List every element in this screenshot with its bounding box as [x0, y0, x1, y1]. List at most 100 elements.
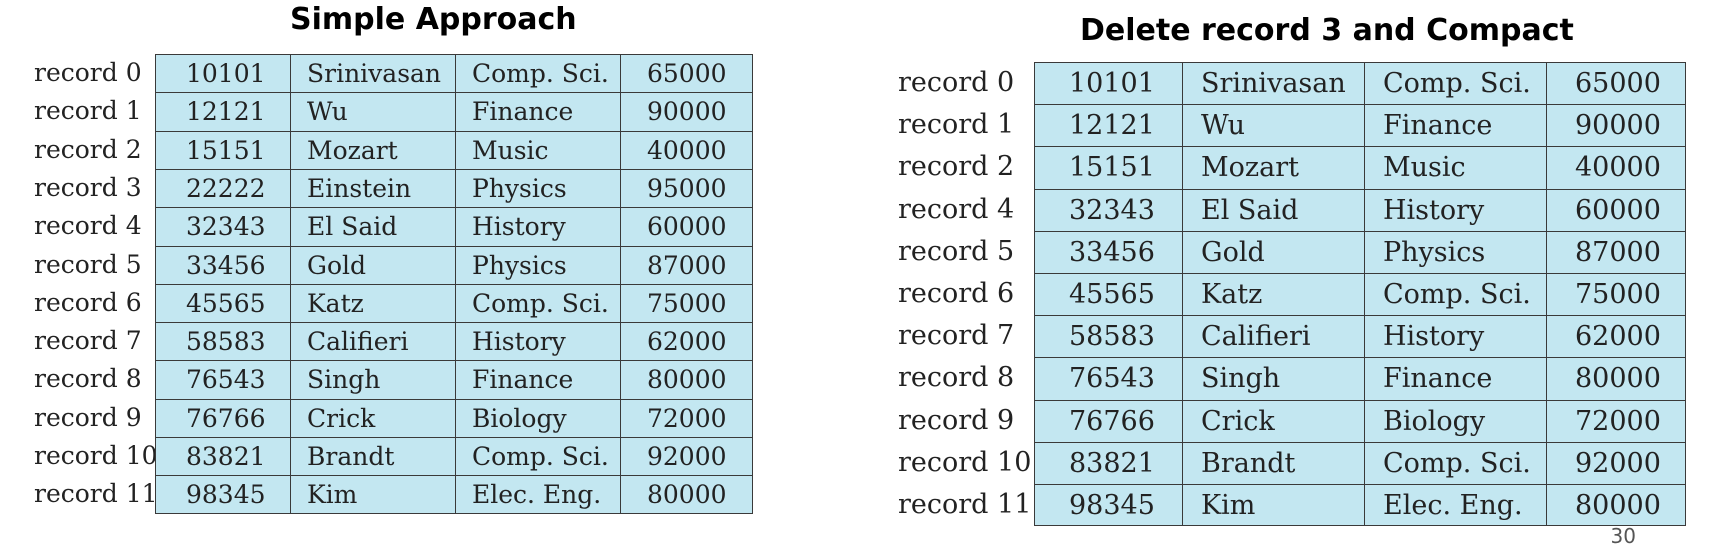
table-cell-dept: Physics: [1383, 236, 1486, 268]
table-cell-salary: 80000: [1575, 363, 1661, 395]
table-cell-name: Brandt: [1201, 447, 1296, 479]
table-cell-dept: Comp. Sci.: [1383, 447, 1531, 479]
table-cell-name: Srinivasan: [1201, 68, 1346, 99]
record-label: record 4: [34, 211, 142, 241]
record-label: record 8: [34, 364, 142, 394]
table-cell-name: Mozart: [307, 135, 398, 165]
table-cell-dept: History: [1383, 321, 1485, 353]
table-cell-name: Einstein: [307, 173, 412, 203]
row-divider: [156, 130, 752, 132]
record-label: record 10: [34, 441, 158, 470]
row-divider: [1035, 441, 1685, 443]
table-cell-dept: Biology: [472, 403, 567, 433]
table-cell-name: Gold: [1201, 236, 1265, 268]
row-divider: [156, 207, 752, 209]
row-divider: [156, 283, 752, 285]
table-cell-salary: 62000: [647, 327, 727, 357]
table-cell-dept: Physics: [472, 173, 567, 203]
table-cell-name: Califieri: [307, 327, 409, 357]
record-label: record 11: [898, 489, 1032, 520]
table-cell-id: 22222: [186, 173, 266, 203]
table-cell-id: 32343: [1069, 194, 1155, 226]
table-cell-name: Singh: [1201, 363, 1281, 395]
row-divider: [156, 437, 752, 438]
table-cell-id: 76766: [186, 403, 266, 433]
row-divider: [1035, 273, 1685, 274]
table-cell-name: Srinivasan: [307, 59, 442, 88]
table-cell-salary: 60000: [1575, 194, 1661, 226]
row-divider: [156, 322, 752, 324]
table-cell-salary: 72000: [647, 403, 727, 433]
table-cell-dept: History: [472, 327, 566, 357]
record-label: record 5: [34, 249, 142, 279]
table-cell-id: 15151: [1069, 152, 1155, 184]
table-cell-id: 76543: [186, 365, 266, 395]
table-cell-name: Crick: [1201, 405, 1275, 437]
table-cell-dept: Finance: [1383, 363, 1493, 395]
row-divider: [156, 245, 752, 247]
table-cell-id: 12121: [1069, 110, 1155, 142]
record-label: record 2: [34, 134, 142, 164]
table-cell-dept: Comp. Sci.: [472, 59, 609, 88]
row-divider: [1035, 484, 1685, 485]
table-cell-salary: 65000: [1575, 68, 1661, 99]
table-cell-dept: Music: [1383, 152, 1466, 184]
table-cell-name: Mozart: [1201, 152, 1299, 184]
table-cell-salary: 40000: [1575, 152, 1661, 184]
compact-table: 10101 Srinivasan Comp. Sci. 65000 12121 Wu Fin…: [1034, 62, 1686, 527]
row-divider: [156, 398, 752, 400]
table-cell-name: Califieri: [1201, 321, 1311, 353]
table-cell-salary: 87000: [1575, 236, 1661, 268]
compact-title: Delete record 3 and Compact: [1080, 13, 1574, 48]
row-divider: [1035, 230, 1685, 232]
table-cell-dept: Elec. Eng.: [1383, 490, 1523, 521]
table-cell-id: 58583: [1069, 321, 1155, 353]
row-divider: [156, 475, 752, 477]
table-cell-salary: 80000: [1575, 490, 1661, 521]
simple-approach-title: Simple Approach: [290, 2, 577, 37]
record-label: record 5: [898, 235, 1015, 267]
table-cell-name: Kim: [307, 480, 358, 510]
table-cell-salary: 40000: [647, 135, 727, 165]
record-label: record 7: [898, 320, 1015, 352]
table-cell-id: 15151: [186, 135, 266, 165]
record-label: record 3: [34, 172, 142, 202]
table-cell-id: 12121: [186, 97, 266, 127]
table-cell-dept: Elec. Eng.: [472, 480, 602, 510]
row-divider: [156, 360, 752, 362]
table-cell-dept: Finance: [472, 365, 574, 395]
record-label: record 6: [898, 278, 1015, 309]
record-label: record 0: [898, 67, 1015, 98]
table-cell-name: Katz: [1201, 279, 1263, 310]
table-cell-name: El Said: [307, 212, 398, 242]
table-cell-dept: Comp. Sci.: [472, 288, 609, 318]
table-cell-id: 83821: [1069, 447, 1155, 479]
table-cell-id: 33456: [186, 250, 266, 280]
table-cell-name: Wu: [307, 97, 348, 127]
record-label: record 11: [34, 479, 158, 509]
record-label: record 8: [898, 362, 1015, 394]
table-cell-name: Kim: [1201, 490, 1256, 521]
table-cell-dept: History: [1383, 194, 1485, 226]
table-cell-dept: Comp. Sci.: [1383, 68, 1531, 99]
table-cell-id: 76766: [1069, 405, 1155, 437]
table-cell-name: Brandt: [307, 442, 395, 471]
row-divider: [1035, 104, 1685, 106]
table-cell-salary: 92000: [647, 442, 727, 471]
table-cell-salary: 90000: [1575, 110, 1661, 142]
record-label: record 10: [898, 446, 1032, 478]
table-cell-dept: Comp. Sci.: [1383, 279, 1531, 310]
column-divider: [1546, 63, 1547, 526]
table-cell-name: Gold: [307, 250, 367, 280]
table-cell-salary: 60000: [647, 212, 727, 242]
table-cell-id: 10101: [186, 59, 266, 88]
record-label: record 7: [34, 326, 142, 356]
table-cell-dept: Music: [472, 135, 549, 165]
record-label: record 9: [34, 402, 142, 432]
table-cell-id: 32343: [186, 212, 266, 242]
table-cell-name: Crick: [307, 403, 376, 433]
row-divider: [156, 168, 752, 170]
table-cell-name: El Said: [1201, 194, 1299, 226]
table-cell-dept: Finance: [472, 97, 574, 127]
table-cell-id: 98345: [186, 480, 266, 510]
